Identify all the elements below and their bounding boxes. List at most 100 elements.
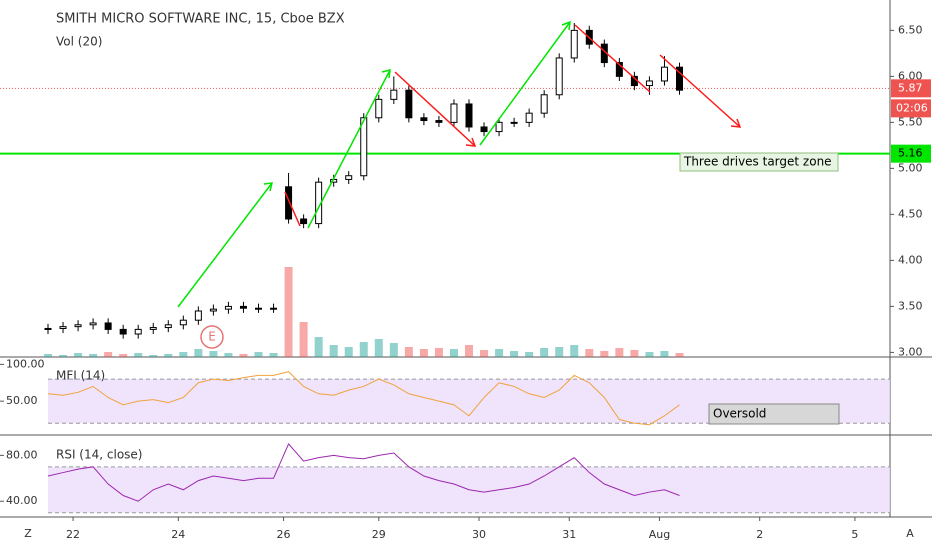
- candle-body: [390, 89, 398, 100]
- volume-bar: [465, 345, 473, 357]
- x-tick-label: 31: [562, 528, 576, 541]
- annotation: Oversold: [713, 407, 766, 421]
- arrow-head: [381, 69, 391, 79]
- volume-bar: [495, 349, 504, 357]
- candle-body: [74, 324, 82, 328]
- volume-bar: [600, 351, 609, 357]
- volume-bar: [630, 350, 639, 357]
- candle-body: [615, 62, 623, 77]
- candle-body: [435, 120, 443, 123]
- volume-bar: [284, 267, 293, 357]
- volume-bar: [570, 345, 579, 357]
- candle-body: [209, 308, 217, 312]
- x-tick-label: 29: [372, 528, 386, 541]
- volume-bar: [74, 353, 83, 357]
- candle-body: [194, 310, 202, 321]
- volume-bar: [675, 353, 684, 357]
- volume-bar: [209, 351, 218, 357]
- candle-body: [59, 326, 67, 329]
- candle-body: [300, 218, 308, 225]
- volume-bar: [239, 354, 248, 357]
- x-tick-label: 5: [851, 528, 858, 541]
- x-tick-label: Aug: [649, 528, 670, 541]
- volume-bar: [299, 322, 308, 357]
- candle-body: [239, 305, 247, 309]
- candle-body: [270, 307, 278, 310]
- volume-bar: [404, 347, 413, 357]
- annotation-box: [679, 152, 839, 172]
- annotation-box: [708, 403, 840, 425]
- toolbar-button[interactable]: A: [906, 527, 914, 540]
- y-tick-label: 5.50: [898, 115, 923, 128]
- chart-title: SMITH MICRO SOFTWARE INC, 15, Cboe BZX: [56, 12, 345, 27]
- drive-arrow: [307, 69, 391, 229]
- y-tick-label: 4.00: [898, 253, 923, 266]
- candle-body: [345, 175, 353, 180]
- volume-bar: [89, 354, 98, 357]
- candle-body: [676, 66, 683, 91]
- earnings-marker[interactable]: [200, 325, 224, 349]
- candle-body: [480, 126, 488, 133]
- candle-body: [89, 322, 97, 326]
- candle-body: [164, 324, 172, 329]
- level-badge: [891, 79, 931, 98]
- level-badge: [891, 144, 931, 163]
- indicator-line: [47, 442, 680, 502]
- volume-bar: [329, 345, 338, 357]
- volume-bar: [645, 352, 654, 357]
- candle-body: [510, 121, 518, 124]
- volume-bar: [194, 349, 203, 357]
- arrow-head: [730, 118, 742, 128]
- volume-bar: [269, 353, 278, 357]
- volume-bar: [119, 354, 128, 357]
- volume-bar: [585, 349, 594, 357]
- y-tick-label: 50.00: [6, 394, 38, 407]
- x-tick-label: 30: [472, 528, 486, 541]
- level-label: 5.16: [898, 147, 923, 160]
- level-label: 5.87: [898, 81, 923, 94]
- candle-body: [645, 80, 653, 87]
- candle-body: [224, 305, 232, 310]
- volume-bar: [525, 352, 534, 357]
- volume-label: Vol (20): [56, 35, 102, 49]
- candle-body: [405, 89, 413, 119]
- candle-body: [570, 29, 578, 59]
- volume-bar: [44, 354, 52, 357]
- x-tick-label: 2: [756, 528, 763, 541]
- earnings-label: E: [208, 330, 216, 344]
- volume-bar: [314, 337, 323, 357]
- candle-body: [495, 121, 503, 133]
- candle-body: [465, 103, 473, 128]
- candle-body: [44, 327, 52, 330]
- toolbar-button[interactable]: Z: [24, 527, 32, 540]
- volume-bar: [359, 342, 368, 357]
- volume-bar: [59, 355, 68, 357]
- indicator-line: [47, 371, 680, 426]
- candle-body: [420, 117, 428, 122]
- candle-body: [149, 327, 157, 330]
- countdown-label: 02:06: [896, 101, 928, 114]
- volume-bar: [164, 354, 173, 357]
- drive-arrow: [574, 24, 651, 93]
- indicator-label: MFI (14): [56, 369, 105, 383]
- candle-body: [134, 328, 142, 335]
- candle-body: [555, 57, 563, 96]
- drive-arrow: [284, 191, 301, 227]
- y-tick-label: 5.00: [898, 161, 923, 174]
- candle-body: [119, 328, 127, 335]
- candle-body: [179, 319, 187, 326]
- candle-body: [660, 66, 668, 82]
- volume-bar: [434, 348, 443, 357]
- candle-body: [285, 186, 293, 220]
- volume-bar: [449, 349, 458, 357]
- candle-body: [540, 94, 548, 114]
- candle-body: [450, 103, 458, 123]
- x-tick-label: 26: [277, 528, 291, 541]
- candle-body: [525, 112, 533, 123]
- volume-bar: [480, 350, 489, 357]
- drive-arrow: [479, 21, 571, 146]
- volume-bar: [254, 352, 263, 357]
- y-tick-label: 6.00: [898, 69, 923, 82]
